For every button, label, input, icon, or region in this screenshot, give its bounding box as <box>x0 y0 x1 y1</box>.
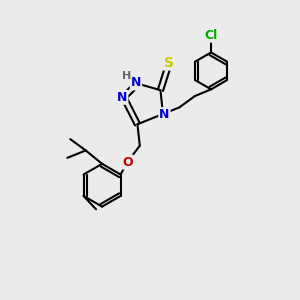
Text: O: O <box>122 155 133 169</box>
Text: N: N <box>131 76 141 89</box>
Text: S: S <box>164 56 174 70</box>
Text: H: H <box>122 71 132 81</box>
Text: Cl: Cl <box>205 29 218 42</box>
Text: N: N <box>159 108 170 121</box>
Text: N: N <box>117 91 128 104</box>
